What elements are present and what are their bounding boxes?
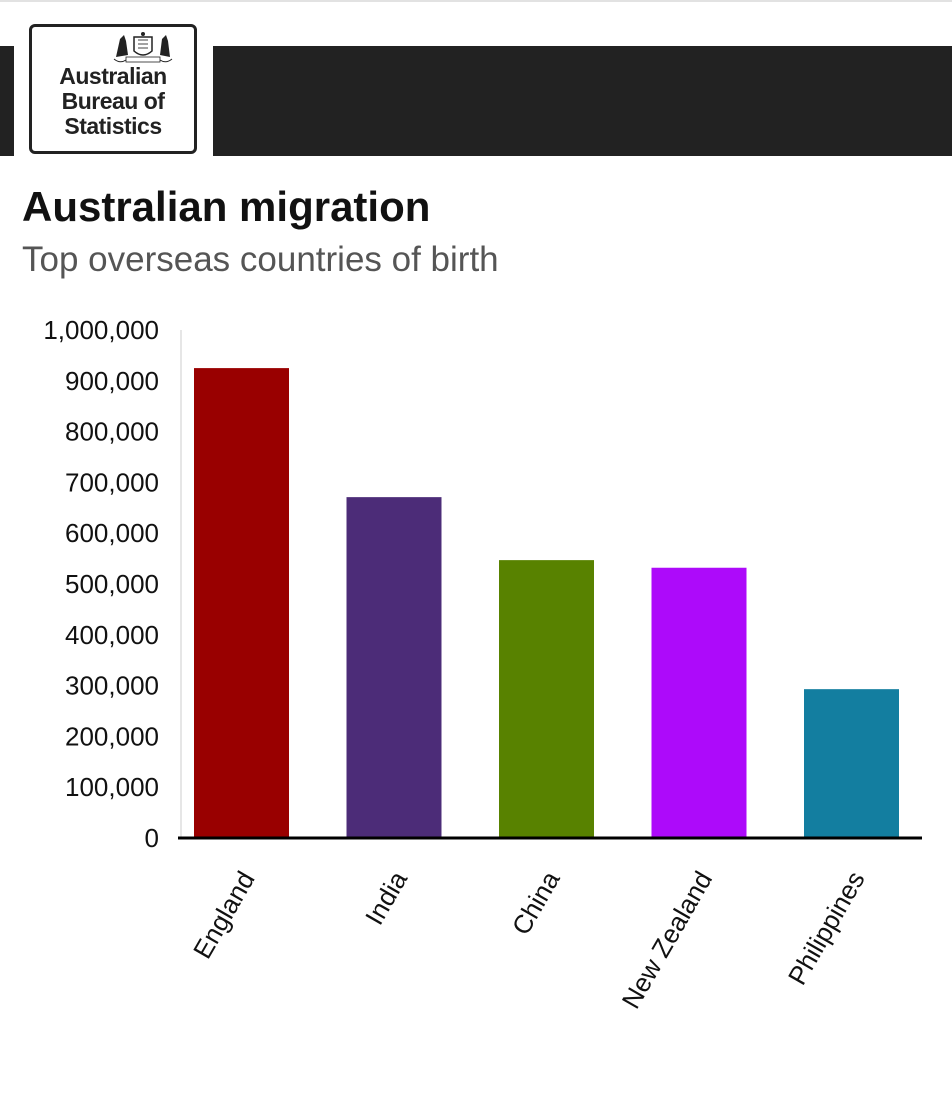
y-tick-label: 700,000 — [65, 467, 159, 497]
y-tick-label: 900,000 — [65, 366, 159, 396]
y-tick-label: 500,000 — [65, 569, 159, 599]
bar-chart: 0 100,000 200,000 300,000 400,000 500,000 600,… — [43, 315, 922, 1014]
bar-england — [194, 368, 289, 838]
abs-logo[interactable]: Australian Bureau of Statistics — [29, 24, 197, 154]
logo-line: Australian — [59, 63, 167, 89]
chart-subtitle: Top overseas countries of birth — [22, 240, 499, 279]
y-tick-label: 1,000,000 — [43, 315, 159, 345]
x-tick-label: India — [359, 866, 413, 930]
x-tick-label: Philippines — [782, 866, 871, 990]
x-tick-label: New Zealand — [616, 866, 719, 1014]
y-tick-label: 100,000 — [65, 772, 159, 802]
x-tick-label: England — [187, 866, 261, 964]
x-tick-label: China — [506, 866, 566, 940]
bar-india — [346, 497, 442, 838]
logo-text: Australian Bureau of Statistics — [32, 64, 194, 139]
top-border — [0, 0, 952, 2]
y-tick-label: 600,000 — [65, 518, 159, 548]
logo-line: Statistics — [64, 113, 162, 139]
bar-philippines — [804, 689, 899, 838]
coat-of-arms-icon — [113, 32, 173, 63]
y-tick-label: 0 — [145, 823, 159, 853]
logo-line: Bureau of — [61, 88, 165, 114]
y-tick-label: 300,000 — [65, 671, 159, 701]
bar-new-zealand — [651, 567, 747, 838]
y-tick-label: 800,000 — [65, 417, 159, 447]
chart-title: Australian migration — [22, 183, 431, 230]
header-banner-left — [0, 46, 14, 156]
bar-china — [499, 560, 594, 838]
y-tick-label: 200,000 — [65, 721, 159, 751]
header-banner — [213, 46, 952, 156]
y-tick-label: 400,000 — [65, 620, 159, 650]
